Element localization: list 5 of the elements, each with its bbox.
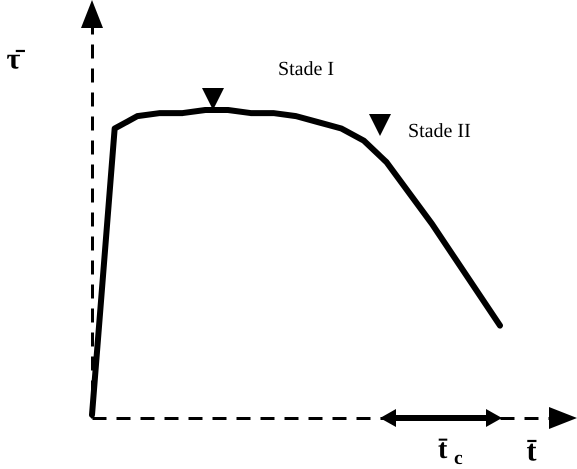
annotation: Stade II bbox=[408, 120, 471, 142]
y-axis-title: τ̄ bbox=[6, 42, 26, 76]
text: Stade I bbox=[278, 58, 334, 80]
text: t̄c bbox=[438, 434, 463, 469]
x-axis-title: t̄ bbox=[526, 434, 537, 468]
